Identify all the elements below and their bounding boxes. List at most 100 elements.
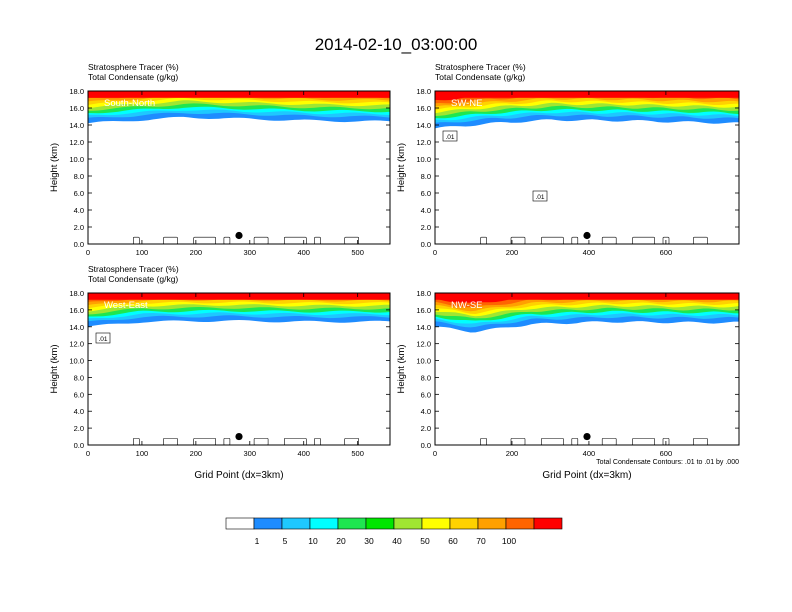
location-marker — [583, 231, 591, 240]
y-tick-label: 12.0 — [416, 138, 431, 147]
x-tick-label: 0 — [86, 248, 90, 257]
plot-area — [435, 293, 739, 445]
condensate-contour — [632, 236, 655, 244]
y-axis-label: Height (km) — [49, 344, 60, 393]
colorbar: 1 5 10 20 30 40 50 60 70 100 — [225, 517, 563, 546]
y-tick-label: 6.0 — [74, 189, 84, 198]
x-tick-label: 200 — [506, 248, 519, 257]
x-tick-label: 100 — [136, 449, 149, 458]
panel-label: West-East — [104, 300, 148, 311]
y-tick-label: 8.0 — [421, 172, 431, 181]
condensate-contour — [193, 437, 216, 445]
tracer-band-top — [435, 293, 739, 300]
x-tick-label: 200 — [190, 248, 203, 257]
x-tick-label: 0 — [86, 449, 90, 458]
y-tick-label: 10.0 — [416, 357, 431, 366]
y-tick-label: 4.0 — [421, 407, 431, 416]
y-tick-label: 10.0 — [416, 155, 431, 164]
panel-group: 0.0 2.0 4.0 6.0 8.0 10.0 12.0 14.0 16.0 18.0 0 100 2… — [49, 62, 740, 481]
colorbar-label: 100 — [502, 536, 516, 546]
condensate-contour — [601, 236, 617, 244]
colorbar-cell — [309, 517, 339, 530]
y-tick-label: 8.0 — [74, 172, 84, 181]
x-axis-label: Grid Point (dx=3km) — [194, 470, 283, 481]
y-tick-label: 14.0 — [69, 323, 84, 332]
chart-panel-4: 0.0 2.0 4.0 6.0 8.0 10.0 12.0 14.0 16.0 18.0 0 200 4… — [396, 289, 740, 481]
x-tick-label: 300 — [244, 248, 257, 257]
condensate-contour — [693, 437, 708, 445]
y-tick-label: 6.0 — [421, 189, 431, 198]
condensate-contour — [480, 437, 487, 445]
panel-label: NW-SE — [451, 300, 483, 311]
y-tick-label: 14.0 — [69, 121, 84, 130]
tracer-band-top — [88, 91, 390, 98]
condensate-contour — [163, 236, 178, 244]
condensate-contour — [344, 236, 359, 244]
plot-area — [88, 293, 390, 445]
plot-area — [435, 91, 739, 244]
location-marker — [235, 432, 243, 441]
x-tick-label: 200 — [506, 449, 519, 458]
contour-label: .01 — [445, 134, 454, 141]
x-axis-label: Grid Point (dx=3km) — [542, 470, 631, 481]
condensate-contour — [223, 236, 231, 244]
y-tick-label: 14.0 — [416, 121, 431, 130]
contour-label: .01 — [535, 194, 544, 201]
condensate-contour — [314, 437, 321, 445]
y-tick-label: 2.0 — [421, 223, 431, 232]
panel-title-tracer: Stratosphere Tracer (%) — [88, 264, 179, 274]
colorbar-label: 70 — [476, 536, 486, 546]
x-tick-label: 0 — [433, 449, 437, 458]
x-tick-label: 500 — [351, 449, 364, 458]
colorbar-cell — [281, 517, 311, 530]
plot-frame — [434, 292, 740, 446]
contour-note: Total Condensate Contours: .01 to .01 by… — [596, 459, 739, 466]
plot-frame — [434, 90, 740, 245]
condensate-contour — [133, 236, 140, 244]
y-tick-label: 16.0 — [69, 306, 84, 315]
colorbar-label: 10 — [308, 536, 318, 546]
y-axis-label: Height (km) — [396, 143, 407, 192]
y-tick-label: 6.0 — [421, 390, 431, 399]
tracer-band-top — [88, 293, 390, 300]
colorbar-cell — [477, 517, 507, 530]
colorbar-label: 30 — [364, 536, 374, 546]
condensate-contour — [314, 236, 321, 244]
y-tick-label: 0.0 — [421, 441, 431, 450]
condensate-contour — [163, 437, 178, 445]
contour-label: .01 — [98, 336, 107, 343]
contour-label-box — [95, 332, 111, 344]
y-tick-label: 18.0 — [416, 289, 431, 298]
y-tick-label: 12.0 — [69, 138, 84, 147]
colorbar-cell — [365, 517, 395, 530]
y-tick-label: 12.0 — [416, 340, 431, 349]
y-tick-label: 8.0 — [74, 373, 84, 382]
location-marker — [235, 231, 243, 240]
condensate-contour — [284, 236, 307, 244]
condensate-contour — [344, 437, 359, 445]
colorbar-label: 20 — [336, 536, 346, 546]
page-title: 2014-02-10_03:00:00 — [315, 35, 478, 54]
colorbar-cell — [225, 517, 255, 530]
plot-area — [88, 91, 390, 244]
y-tick-label: 12.0 — [69, 340, 84, 349]
x-tick-label: 600 — [660, 248, 673, 257]
y-tick-label: 0.0 — [421, 240, 431, 249]
condensate-contour — [632, 437, 655, 445]
colorbar-cell — [505, 517, 535, 530]
condensate-contour — [541, 236, 564, 244]
y-axis-label: Height (km) — [396, 344, 407, 393]
y-tick-label: 2.0 — [74, 223, 84, 232]
condensate-contour — [510, 437, 526, 445]
y-tick-label: 18.0 — [416, 87, 431, 96]
panel-label: SW-NE — [451, 98, 483, 109]
chart-panel-2: 0.0 2.0 4.0 6.0 8.0 10.0 12.0 14.0 16.0 18.0 0 200 4… — [396, 62, 740, 257]
colorbar-cell — [253, 517, 283, 530]
y-tick-label: 16.0 — [416, 104, 431, 113]
colorbar-label: 60 — [448, 536, 458, 546]
panel-title-condensate: Total Condensate (g/kg) — [88, 274, 178, 284]
plot-frame — [87, 90, 391, 245]
location-marker — [583, 432, 591, 441]
plot-frame — [87, 292, 391, 446]
